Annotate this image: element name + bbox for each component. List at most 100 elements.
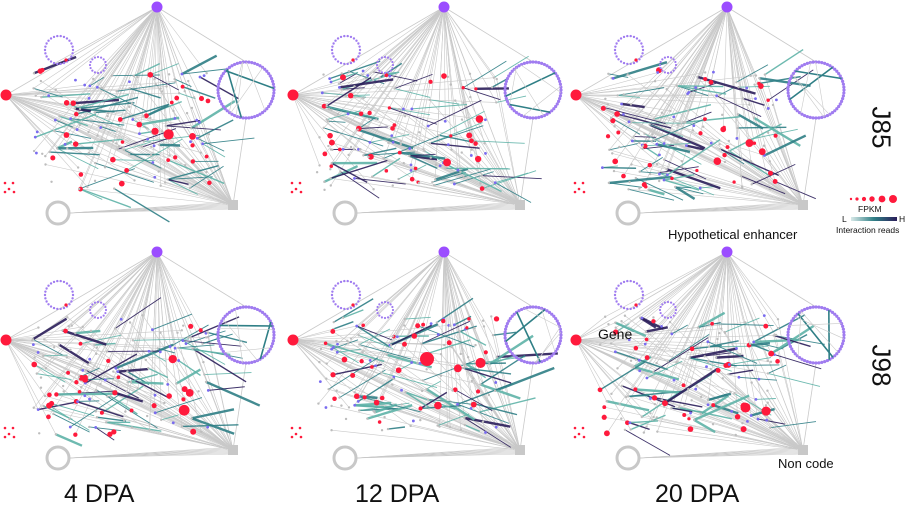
cluster-node <box>440 375 442 377</box>
enhancer-cluster <box>334 202 356 224</box>
ring-node <box>504 85 507 88</box>
ring-node <box>97 56 99 58</box>
cluster-node <box>750 381 752 383</box>
gene-node <box>64 58 67 61</box>
cluster-node <box>73 141 79 147</box>
cluster-node <box>344 95 346 97</box>
ring-node <box>626 308 628 310</box>
cluster-node <box>653 118 655 120</box>
cluster-node <box>33 356 35 358</box>
cluster-node <box>414 167 418 171</box>
cluster-node <box>201 142 204 145</box>
hub-edge <box>614 171 803 205</box>
cluster-node <box>403 162 405 164</box>
ring-node <box>340 281 342 283</box>
column-label-4dpa: 4 DPA <box>64 480 134 509</box>
ring-node <box>789 345 792 348</box>
ring-node <box>670 71 672 73</box>
cluster-node <box>69 349 71 351</box>
cluster-node <box>421 323 425 327</box>
cluster-node <box>643 133 645 135</box>
cluster-node <box>142 115 144 117</box>
ring-node <box>71 45 73 47</box>
non-code-node <box>228 200 238 210</box>
cluster-node <box>42 405 44 407</box>
cluster-node <box>203 373 205 375</box>
gene-node <box>443 159 451 167</box>
ring-node <box>244 361 247 364</box>
cluster-node <box>612 159 618 165</box>
cluster-node <box>329 177 331 179</box>
non-code-node <box>515 200 525 210</box>
cluster-node <box>76 400 79 403</box>
ring-node <box>504 328 507 331</box>
hub-edge <box>444 252 533 307</box>
ring-node <box>272 330 275 333</box>
ring-node <box>378 58 380 60</box>
hub-edge <box>658 7 727 72</box>
cluster-node <box>398 108 400 110</box>
cluster-node <box>769 160 771 162</box>
cluster-node <box>372 188 374 190</box>
cluster-node <box>328 108 330 110</box>
cluster-node <box>191 107 193 109</box>
cluster-node <box>602 415 607 420</box>
cluster-node <box>463 417 465 419</box>
cluster-node <box>656 416 658 418</box>
ring-node <box>617 285 619 287</box>
cluster-node <box>331 149 333 151</box>
ring-node <box>534 116 537 119</box>
cluster-node <box>692 129 694 131</box>
ring-node <box>787 91 790 94</box>
gene-node <box>434 402 442 410</box>
cluster-node <box>47 94 50 97</box>
ring-node <box>47 58 49 60</box>
ring-node <box>506 100 509 103</box>
cluster-node <box>473 141 478 146</box>
ring-node <box>270 77 273 80</box>
cluster-node <box>666 88 668 90</box>
ring-node <box>842 88 845 91</box>
ring-node <box>842 85 845 88</box>
cluster-node <box>155 83 157 85</box>
cluster-node <box>752 341 755 344</box>
cluster-node <box>330 81 333 84</box>
cluster-node <box>418 182 420 184</box>
gene-node <box>476 115 484 123</box>
cluster-node <box>361 74 363 76</box>
cluster-node <box>178 92 180 94</box>
cluster-node <box>174 80 176 82</box>
cluster-node <box>649 412 651 414</box>
ring-node <box>820 61 823 64</box>
ring-node <box>638 285 640 287</box>
hub-edge <box>803 363 816 450</box>
cluster-node <box>131 118 134 121</box>
cluster-node <box>387 428 389 430</box>
cluster-node <box>362 97 364 99</box>
cluster-node <box>146 415 148 417</box>
cluster-node <box>462 86 465 89</box>
cluster-node <box>638 171 640 173</box>
ring-node <box>842 328 845 331</box>
cluster-node <box>175 382 177 384</box>
ring-node <box>638 58 640 60</box>
ring-node <box>842 91 845 94</box>
cluster-node <box>722 153 726 157</box>
cluster-node <box>408 147 411 150</box>
cluster-node <box>46 403 52 409</box>
ring-node <box>105 309 107 311</box>
cluster-node <box>741 426 747 432</box>
ring-node <box>823 360 826 363</box>
cluster-node <box>467 317 471 321</box>
ring-node <box>50 282 52 284</box>
ring-node <box>70 55 72 57</box>
cluster-node <box>723 363 728 368</box>
cluster-node <box>199 76 202 79</box>
ring-edge <box>816 62 825 117</box>
cluster-node <box>205 171 207 173</box>
cluster-node <box>459 171 461 173</box>
cluster-node <box>699 187 702 190</box>
cluster-node <box>656 430 658 432</box>
hub-edge <box>50 7 157 152</box>
